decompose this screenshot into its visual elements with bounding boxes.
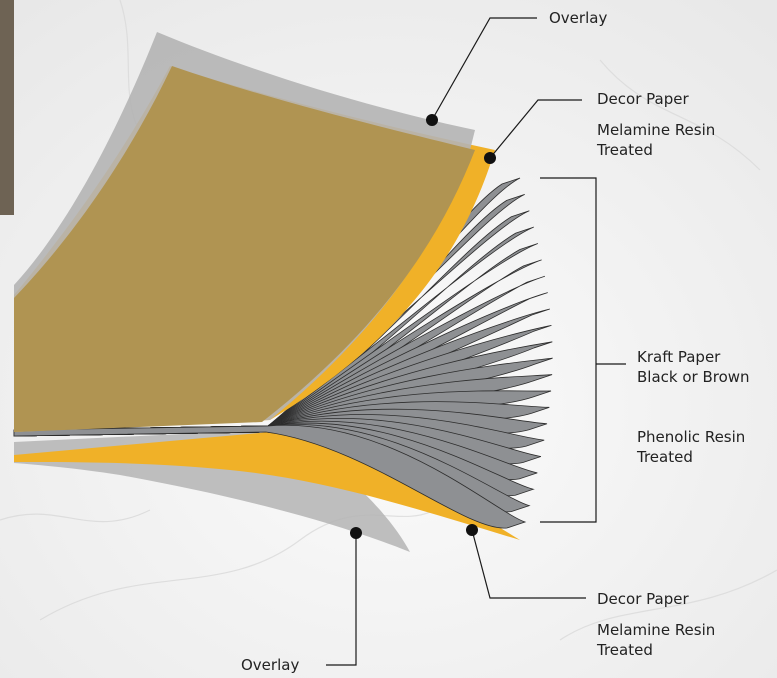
callout-dots — [350, 114, 496, 539]
label-melamine-bottom: Melamine Resin — [597, 621, 716, 639]
leader-overlay-bottom — [326, 533, 357, 666]
bottom-decor-sheet — [14, 432, 520, 540]
dot-decor-bottom — [466, 524, 478, 536]
label-decor-paper-top: Decor Paper — [597, 90, 689, 108]
dot-overlay-bottom — [350, 527, 362, 539]
kraft-sheet — [13, 424, 527, 529]
marble-veins — [0, 0, 777, 641]
label-phenolic-treated: Treated — [637, 448, 693, 466]
leader-decor-top — [489, 99, 582, 159]
kraft-bracket — [540, 177, 597, 523]
label-kraft-paper: Kraft Paper — [637, 348, 721, 366]
label-treated-top: Treated — [597, 141, 653, 159]
leader-decor-bottom — [471, 529, 586, 599]
leader-lines — [326, 17, 626, 666]
top-decor-under-overlay — [14, 66, 475, 432]
label-overlay-top: Overlay — [549, 9, 608, 27]
dot-decor-top — [484, 152, 496, 164]
label-treated-bottom: Treated — [597, 641, 653, 659]
dot-overlay-top — [426, 114, 438, 126]
leader-overlay-top — [431, 17, 537, 121]
label-melamine-top: Melamine Resin — [597, 121, 716, 139]
label-phenolic-resin: Phenolic Resin — [637, 428, 746, 446]
label-black-or-brown: Black or Brown — [637, 368, 750, 386]
corner-photo — [0, 0, 14, 215]
label-decor-paper-bottom: Decor Paper — [597, 590, 689, 608]
label-overlay-bottom: Overlay — [241, 656, 300, 674]
